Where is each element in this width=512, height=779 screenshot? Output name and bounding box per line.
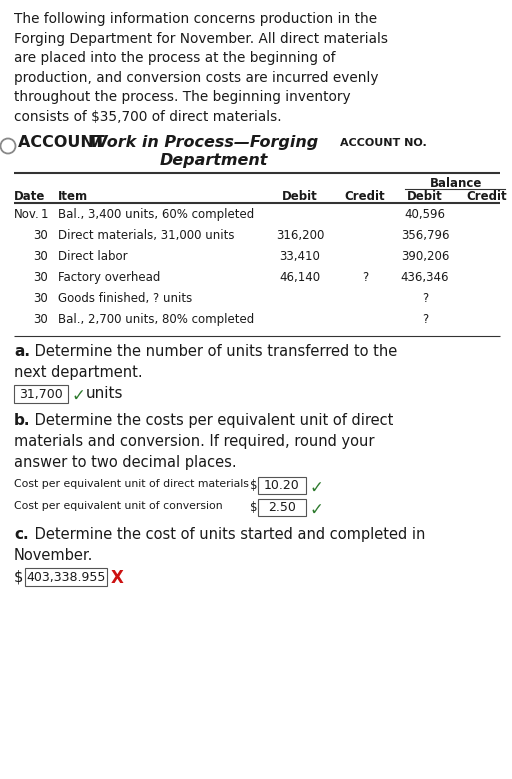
Text: Bal., 3,400 units, 60% completed: Bal., 3,400 units, 60% completed [58, 208, 254, 221]
Text: Debit: Debit [282, 190, 318, 203]
Text: are placed into the process at the beginning of: are placed into the process at the begin… [14, 51, 335, 65]
Text: Credit: Credit [466, 190, 507, 203]
Text: 403,338.955: 403,338.955 [26, 570, 105, 583]
Text: Direct materials, 31,000 units: Direct materials, 31,000 units [58, 229, 234, 242]
Text: Forging Department for November. All direct materials: Forging Department for November. All dir… [14, 31, 388, 45]
FancyBboxPatch shape [14, 385, 68, 403]
Text: Debit: Debit [407, 190, 443, 203]
Text: 30: 30 [33, 229, 48, 242]
Text: ✓: ✓ [71, 387, 85, 405]
Text: Determine the costs per equivalent unit of direct: Determine the costs per equivalent unit … [30, 413, 393, 428]
Text: 31,700: 31,700 [19, 387, 63, 400]
Text: Work in Process—Forging: Work in Process—Forging [90, 135, 318, 150]
Text: Bal., 2,700 units, 80% completed: Bal., 2,700 units, 80% completed [58, 313, 254, 326]
Text: Cost per equivalent unit of direct materials: Cost per equivalent unit of direct mater… [14, 479, 249, 489]
Text: Factory overhead: Factory overhead [58, 271, 160, 284]
Text: production, and conversion costs are incurred evenly: production, and conversion costs are inc… [14, 71, 378, 84]
Text: 40,596: 40,596 [404, 208, 445, 221]
Text: $: $ [250, 479, 258, 492]
Text: ✓: ✓ [309, 479, 323, 497]
Text: Nov.: Nov. [14, 208, 40, 221]
Text: 10.20: 10.20 [264, 479, 300, 492]
Text: 390,206: 390,206 [401, 250, 449, 263]
Text: consists of $35,700 of direct materials.: consists of $35,700 of direct materials. [14, 110, 282, 124]
FancyBboxPatch shape [258, 477, 306, 494]
Text: materials and conversion. If required, round your: materials and conversion. If required, r… [14, 434, 374, 449]
Text: Determine the number of units transferred to the: Determine the number of units transferre… [30, 344, 397, 359]
Text: next department.: next department. [14, 365, 143, 380]
Text: 316,200: 316,200 [276, 229, 324, 242]
Text: c.: c. [14, 527, 29, 542]
Text: b.: b. [14, 413, 31, 428]
Text: ?: ? [362, 271, 368, 284]
Text: 33,410: 33,410 [280, 250, 321, 263]
Text: 356,796: 356,796 [401, 229, 449, 242]
Text: 30: 30 [33, 313, 48, 326]
Text: Department: Department [160, 153, 268, 168]
Text: 2.50: 2.50 [268, 501, 296, 514]
Text: ?: ? [422, 292, 428, 305]
Text: a.: a. [14, 344, 30, 359]
Text: ACCOUNT: ACCOUNT [18, 135, 111, 150]
Text: 46,140: 46,140 [280, 271, 321, 284]
Text: $: $ [14, 569, 24, 584]
Text: The following information concerns production in the: The following information concerns produ… [14, 12, 377, 26]
Text: 30: 30 [33, 271, 48, 284]
Text: 436,346: 436,346 [401, 271, 449, 284]
Text: X: X [111, 569, 124, 587]
Text: answer to two decimal places.: answer to two decimal places. [14, 455, 237, 470]
Text: Item: Item [58, 190, 88, 203]
Text: $: $ [250, 501, 258, 514]
Text: ✓: ✓ [309, 501, 323, 519]
Text: 30: 30 [33, 292, 48, 305]
FancyBboxPatch shape [258, 499, 306, 516]
Text: Goods finished, ? units: Goods finished, ? units [58, 292, 192, 305]
Text: Determine the cost of units started and completed in: Determine the cost of units started and … [30, 527, 425, 542]
Text: Date: Date [14, 190, 46, 203]
Text: 30: 30 [33, 250, 48, 263]
Text: 1: 1 [40, 208, 48, 221]
Text: ?: ? [422, 313, 428, 326]
Text: Balance: Balance [430, 177, 482, 190]
Text: Direct labor: Direct labor [58, 250, 127, 263]
Text: units: units [86, 386, 123, 401]
Text: ACCOUNT NO.: ACCOUNT NO. [340, 138, 426, 148]
Text: Cost per equivalent unit of conversion: Cost per equivalent unit of conversion [14, 501, 223, 511]
FancyBboxPatch shape [25, 568, 107, 586]
Text: throughout the process. The beginning inventory: throughout the process. The beginning in… [14, 90, 351, 104]
Text: November.: November. [14, 548, 93, 563]
Text: Credit: Credit [345, 190, 386, 203]
